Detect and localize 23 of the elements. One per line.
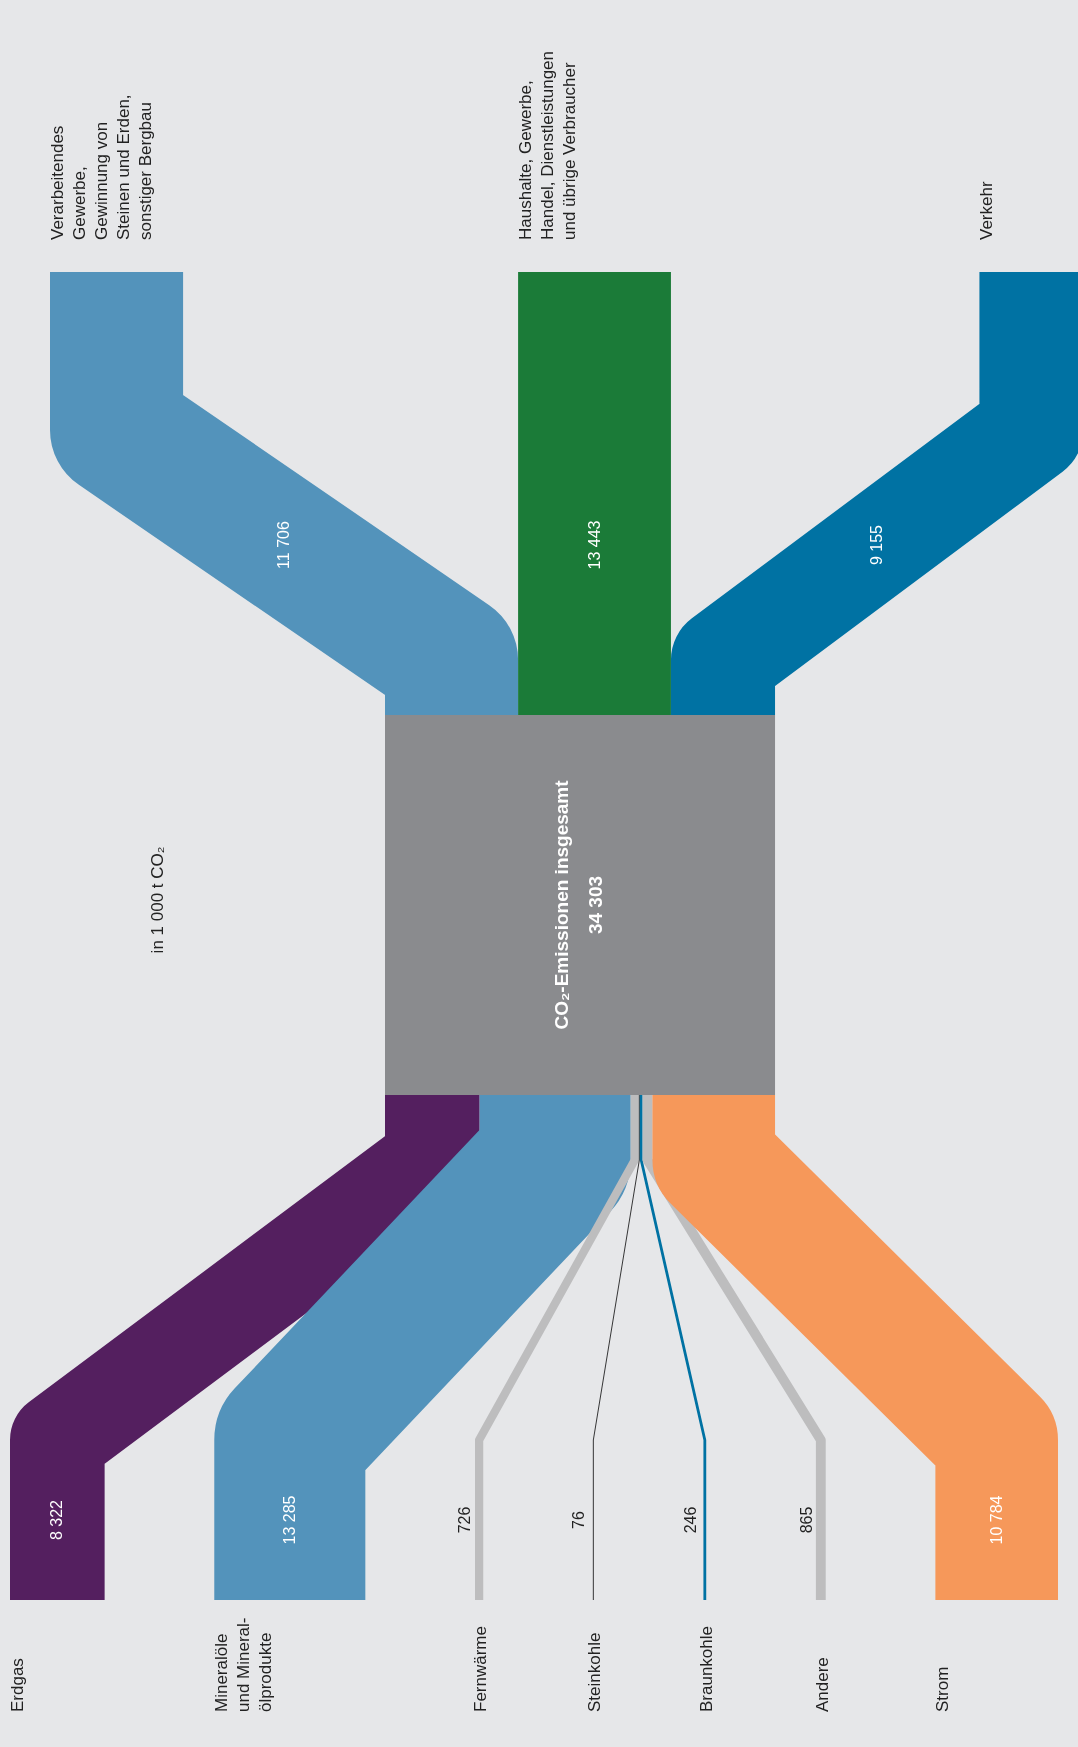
- data-label: 11 706: [275, 521, 293, 569]
- category-label: Haushalte, Gewerbe, Handel, Dienstleistungen und übrige Verbraucher: [516, 50, 580, 240]
- category-label: Verkehr: [977, 181, 997, 240]
- data-label: 726: [456, 1506, 474, 1534]
- category-label: Strom: [933, 1666, 953, 1712]
- data-label: 10 784: [987, 1495, 1005, 1545]
- data-label: 76: [570, 1511, 588, 1529]
- category-label: Steinkohle: [585, 1632, 605, 1712]
- category-label: Mineralöle und Mineral- ölprodukte: [212, 1617, 276, 1712]
- data-label: 9 155: [868, 524, 886, 566]
- category-label: Erdgas: [8, 1658, 27, 1712]
- category-label: Braunkohle: [696, 1625, 716, 1712]
- data-label: 246: [681, 1506, 699, 1534]
- data-label: 8 322: [48, 1499, 66, 1541]
- text: in 1 000 t CO₂: [148, 846, 167, 954]
- data-label: 865: [797, 1506, 815, 1534]
- text: CO₂-Emissionen insgesamt: [551, 779, 573, 1030]
- data-label: 13 285: [280, 1495, 298, 1545]
- text: 34 303: [585, 875, 607, 935]
- category-label: Andere: [812, 1657, 832, 1712]
- category-label: Verarbeitendes Gewerbe, Gewinnung von Steinen und Erden, sonstiger Bergbau: [48, 94, 155, 240]
- data-label: 13 443: [585, 520, 603, 570]
- category-label: Fernwärme: [471, 1626, 491, 1712]
